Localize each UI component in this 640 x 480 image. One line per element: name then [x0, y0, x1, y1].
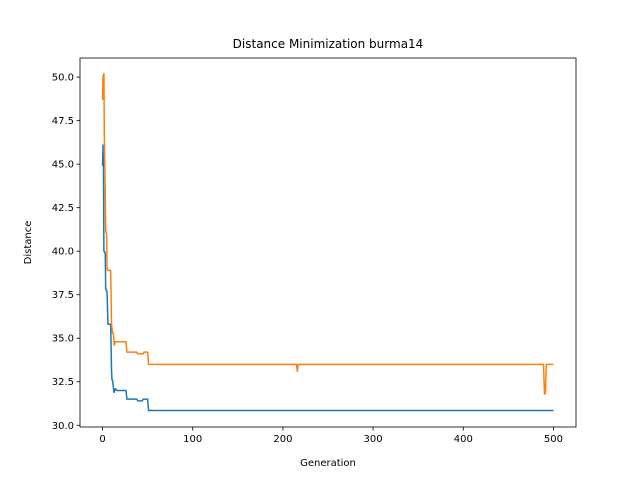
y-tick-label: 50.0: [52, 73, 74, 84]
x-tick-label: 100: [183, 434, 202, 445]
x-axis-label: Generation: [300, 458, 356, 469]
plot-area-frame: [79, 57, 577, 428]
y-tick-label: 35.0: [52, 334, 74, 345]
x-tick-label: 300: [364, 434, 383, 445]
x-axis-ticks: 0 100 200 300 400 500: [99, 427, 563, 445]
x-tick-label: 200: [273, 434, 292, 445]
series-line-1: [101, 144, 554, 412]
y-axis-ticks: 30.0 32.5 35.0 37.5 40.0 42.5 45.0 47.5 50.0: [52, 73, 80, 432]
y-axis-label: Distance: [23, 221, 34, 265]
y-tick-label: 30.0: [52, 421, 74, 432]
chart-title: Distance Minimization burma14: [233, 37, 424, 51]
x-tick-label: 0: [99, 434, 105, 445]
series-line-2: [101, 72, 554, 395]
series-layer: [101, 72, 554, 412]
y-tick-label: 42.5: [52, 203, 74, 214]
y-tick-label: 37.5: [52, 290, 74, 301]
y-tick-label: 40.0: [52, 247, 74, 258]
y-tick-label: 45.0: [52, 160, 74, 171]
y-tick-label: 47.5: [52, 116, 74, 127]
x-tick-label: 500: [544, 434, 563, 445]
x-tick-label: 400: [454, 434, 473, 445]
y-tick-label: 32.5: [52, 377, 74, 388]
